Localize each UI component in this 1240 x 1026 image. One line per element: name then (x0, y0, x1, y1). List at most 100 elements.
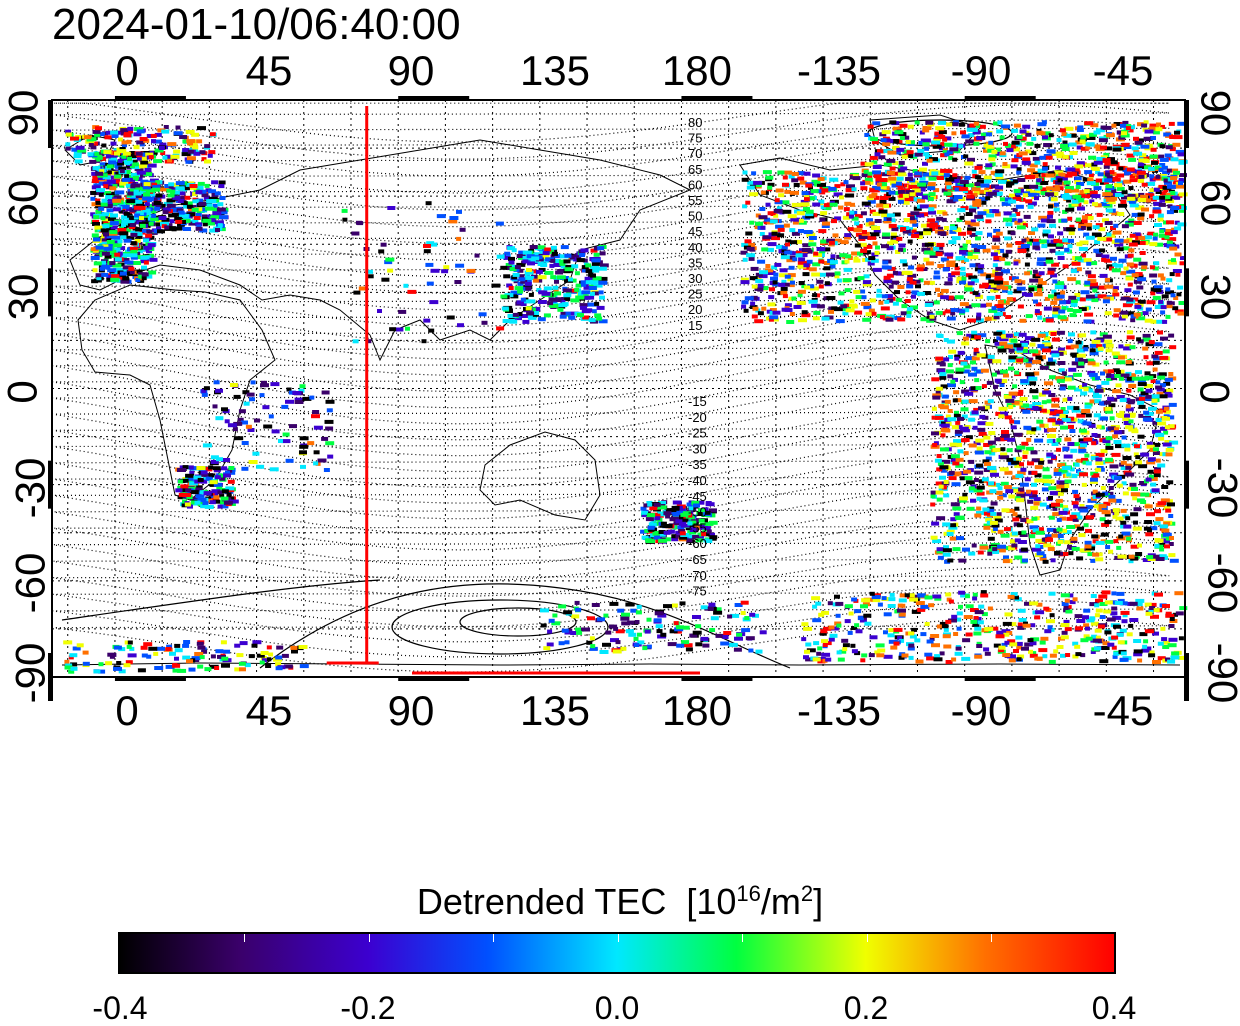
tec-cell (998, 300, 1004, 304)
tec-cell (102, 252, 110, 256)
tec-cell (968, 552, 975, 556)
tec-cell (580, 306, 587, 310)
tec-cell (1001, 379, 1007, 383)
tec-cell (1016, 205, 1024, 209)
tec-cell (946, 185, 951, 189)
tec-cell (1030, 343, 1036, 347)
tec-cell (597, 246, 604, 250)
tec-cell (1126, 404, 1131, 408)
tec-cell (742, 204, 747, 208)
tec-cell (1058, 256, 1065, 260)
tec-cell (182, 493, 191, 497)
tec-cell (1105, 278, 1110, 282)
tec-cell (1166, 452, 1173, 456)
tec-cell (509, 320, 517, 324)
tec-cell (950, 537, 957, 541)
tec-cell (1080, 443, 1087, 447)
tec-cell (1055, 421, 1063, 425)
tec-cell (544, 286, 552, 290)
tec-cell (1143, 417, 1152, 421)
tec-cell (868, 256, 875, 260)
tec-cell (774, 263, 781, 267)
tec-cell (853, 228, 859, 232)
tec-cell (1106, 348, 1113, 352)
tec-cell (988, 431, 995, 435)
tec-cell (1087, 181, 1096, 185)
tec-cell (986, 274, 991, 278)
tec-cell (1079, 333, 1086, 337)
tec-cell (886, 159, 895, 163)
tec-cell (1079, 247, 1088, 251)
tec-cell (835, 271, 841, 275)
tec-cell (1008, 355, 1017, 359)
tec-cell (905, 299, 911, 303)
tec-cell (935, 357, 943, 361)
tec-cell (1161, 529, 1169, 533)
tec-cell (1069, 429, 1075, 433)
tec-cell (747, 247, 755, 251)
tec-cell (937, 243, 945, 247)
tec-cell (900, 259, 907, 263)
tec-cell (1172, 306, 1178, 310)
tec-cell (92, 233, 99, 237)
tec-cell (1154, 544, 1159, 548)
tec-cell (884, 300, 889, 304)
tec-cell (1108, 550, 1113, 554)
tec-cell (664, 524, 673, 528)
tec-cell (961, 341, 969, 345)
tec-cell (1156, 175, 1161, 179)
tec-cell (882, 233, 890, 237)
tec-cell (552, 252, 558, 256)
tec-cell (1144, 137, 1151, 141)
tec-cell (195, 190, 202, 194)
tec-cell (946, 369, 954, 373)
tec-cell (1001, 434, 1010, 438)
tec-cell (135, 227, 143, 231)
tec-cell (910, 220, 917, 224)
tec-cell (1153, 447, 1159, 451)
tec-cell (131, 250, 138, 254)
tec-cell (513, 273, 520, 277)
tec-cell (881, 213, 887, 217)
tec-cell (562, 302, 569, 306)
tec-cell (503, 274, 510, 278)
tec-cell (1014, 556, 1022, 560)
tec-cell (786, 320, 794, 324)
tec-cell (947, 417, 956, 421)
tec-cell (858, 276, 865, 280)
tec-cell (1063, 264, 1069, 268)
tec-cell (819, 285, 824, 289)
tec-cell (1028, 377, 1037, 381)
tec-cell (975, 439, 984, 443)
tec-cell (1158, 437, 1164, 441)
tec-cell (978, 406, 985, 410)
tec-cell (882, 265, 889, 269)
tec-cell (1026, 142, 1033, 146)
tec-cell (140, 256, 147, 260)
tec-cell (825, 281, 830, 285)
tec-cell (1100, 274, 1108, 278)
tec-cell (1143, 334, 1151, 338)
tec-cell (1114, 308, 1121, 312)
tec-cell (942, 395, 949, 399)
tec-cell (1064, 484, 1069, 488)
tec-cell (999, 257, 1005, 261)
tec-cell (1035, 465, 1043, 469)
tec-cell (1099, 248, 1105, 252)
tec-cell (1106, 436, 1113, 440)
tec-cell (1166, 278, 1172, 282)
tec-cell (954, 357, 959, 361)
tec-cell (1042, 400, 1047, 404)
tec-cell (932, 407, 937, 411)
tec-cell (1064, 437, 1071, 441)
tec-cell (120, 235, 126, 239)
tec-cell (1168, 334, 1174, 338)
tec-cell (939, 130, 947, 134)
tec-cell (599, 296, 605, 300)
tec-cell (830, 203, 838, 207)
tec-cell (1104, 520, 1111, 524)
tec-cell (215, 228, 220, 232)
tec-cell (1042, 391, 1051, 395)
tec-cell (93, 166, 99, 170)
tec-cell (974, 348, 979, 352)
